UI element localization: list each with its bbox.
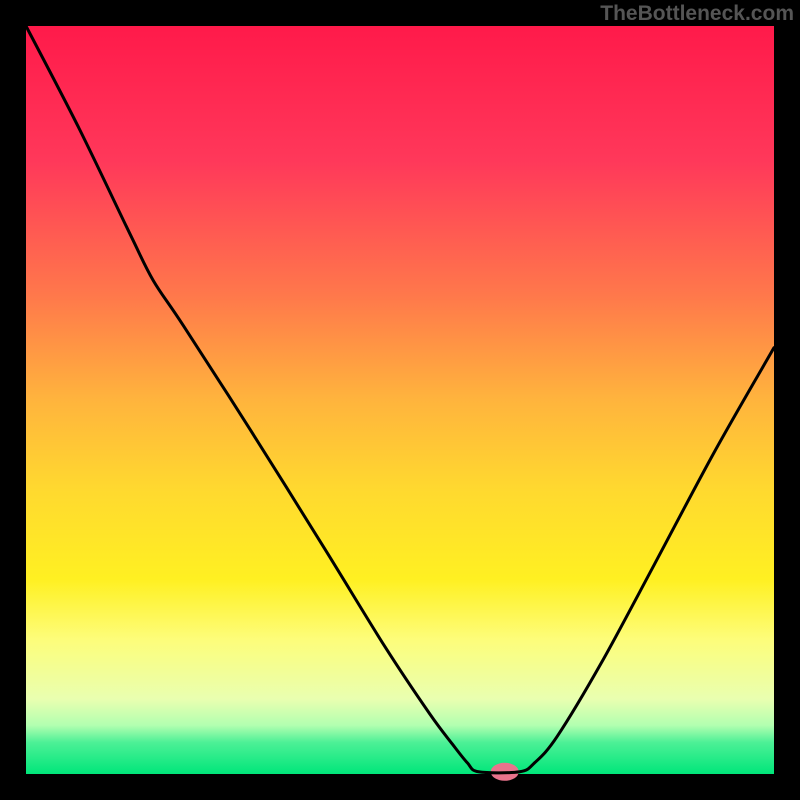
- frame-right: [774, 0, 800, 800]
- plot-background: [26, 26, 774, 774]
- frame-left: [0, 0, 26, 800]
- bottleneck-chart: TheBottleneck.com: [0, 0, 800, 800]
- watermark-text: TheBottleneck.com: [600, 2, 794, 26]
- chart-svg: [0, 0, 800, 800]
- frame-bottom: [0, 774, 800, 800]
